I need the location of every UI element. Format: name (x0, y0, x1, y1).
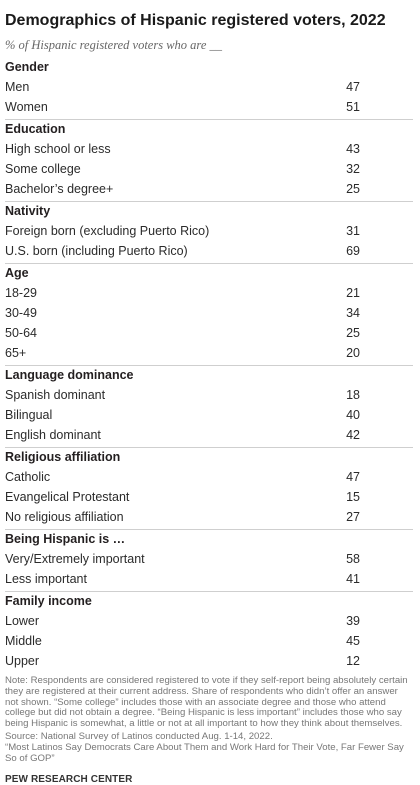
table-row: Bilingual 40 (5, 405, 413, 425)
section-heading: Language dominance (5, 368, 134, 382)
row-value: 25 (346, 326, 360, 340)
row-label: Lower (5, 614, 40, 628)
section-divider (5, 447, 413, 448)
row-value: 47 (346, 80, 360, 94)
row-label: Less important (5, 572, 87, 586)
row-label: Women (5, 100, 48, 114)
row-label: Very/Extremely important (5, 552, 145, 566)
row-label: Evangelical Protestant (5, 490, 130, 504)
row-value: 15 (346, 490, 360, 504)
row-value: 32 (346, 162, 360, 176)
table-row: Upper 12 (5, 651, 413, 671)
table-row: U.S. born (including Puerto Rico) 69 (5, 241, 413, 261)
row-label: Bachelor’s degree+ (5, 182, 114, 196)
row-label: Bilingual (5, 408, 53, 422)
section-divider (5, 365, 413, 366)
row-label: 30-49 (5, 306, 37, 320)
row-value: 51 (346, 100, 360, 114)
demographics-table: Gender Men 47 Women 51 Education High school o… (5, 58, 413, 671)
row-value: 43 (346, 142, 360, 156)
row-value: 47 (346, 470, 360, 484)
table-row: 18-29 21 (5, 283, 413, 303)
note-text: Note: Respondents are considered registe… (5, 675, 408, 730)
row-label: Foreign born (excluding Puerto Rico) (5, 224, 210, 238)
section-nativity: Nativity Foreign born (excluding Puerto R… (5, 201, 413, 261)
row-label: 65+ (5, 346, 27, 360)
table-row: Catholic 47 (5, 467, 413, 487)
table-row: Some college 32 (5, 159, 413, 179)
row-value: 58 (346, 552, 360, 566)
section-heading: Religious affiliation (5, 450, 121, 464)
row-value: 42 (346, 428, 360, 442)
row-label: Middle (5, 634, 42, 648)
row-value: 27 (346, 510, 360, 524)
row-value: 41 (346, 572, 360, 586)
section-education: Education High school or less 43 Some colle… (5, 119, 413, 199)
section-divider (5, 529, 413, 530)
section-heading: Family income (5, 594, 92, 608)
row-label: U.S. born (including Puerto Rico) (5, 244, 188, 258)
section-language-dominance: Language dominance Spanish dominant 18 Bili… (5, 365, 413, 445)
table-row: Evangelical Protestant 15 (5, 487, 413, 507)
source-text: Source: National Survey of Latinos condu… (5, 730, 273, 742)
table-row: No religious affiliation 27 (5, 507, 413, 527)
section-heading: Age (5, 266, 29, 280)
row-label: 50-64 (5, 326, 37, 340)
section-divider (5, 591, 413, 592)
notes: Note: Respondents are considered registe… (5, 675, 409, 764)
row-value: 34 (346, 306, 360, 320)
section-divider (5, 263, 413, 264)
row-label: Catholic (5, 470, 51, 484)
row-label: English dominant (5, 428, 101, 442)
row-label: Some college (5, 162, 81, 176)
table-row: Very/Extremely important 58 (5, 549, 413, 569)
section-heading: Being Hispanic is … (5, 532, 126, 546)
section-religious-affiliation: Religious affiliation Catholic 47 Evangelic… (5, 447, 413, 527)
section-divider (5, 119, 413, 120)
table-row: Bachelor’s degree+ 25 (5, 179, 413, 199)
table-row: 50-64 25 (5, 323, 413, 343)
section-divider (5, 201, 413, 202)
table-row: Men 47 (5, 77, 413, 97)
section-heading: Nativity (5, 204, 51, 218)
row-label: 18-29 (5, 286, 37, 300)
row-value: 39 (346, 614, 360, 628)
table-row: 30-49 34 (5, 303, 413, 323)
table-row: Foreign born (excluding Puerto Rico) 31 (5, 221, 413, 241)
table-row: 65+ 20 (5, 343, 413, 363)
section-heading: Gender (5, 60, 49, 74)
section-being-hispanic-is: Being Hispanic is … Very/Extremely import… (5, 529, 413, 589)
row-label: High school or less (5, 142, 111, 156)
row-value: 31 (346, 224, 360, 238)
table-row: Less important 41 (5, 569, 413, 589)
section-age: Age 18-29 21 30-49 34 50-64 25 65+ 20 (5, 263, 413, 363)
table-row: High school or less 43 (5, 139, 413, 159)
figure-subtitle: % of Hispanic registered voters who are … (5, 38, 222, 52)
row-label: Men (5, 80, 30, 94)
row-value: 40 (346, 408, 360, 422)
section-family-income: Family income Lower 39 Middle 45 Upper 12 (5, 591, 413, 671)
table-row: Spanish dominant 18 (5, 385, 413, 405)
section-heading: Education (5, 122, 66, 136)
figure-title: Demographics of Hispanic registered vote… (5, 12, 386, 29)
row-value: 45 (346, 634, 360, 648)
report-title: “Most Latinos Say Democrats Care About T… (5, 741, 404, 764)
table-row: Middle 45 (5, 631, 413, 651)
table-row: Lower 39 (5, 611, 413, 631)
row-value: 69 (346, 244, 360, 258)
row-value: 25 (346, 182, 360, 196)
row-value: 21 (346, 286, 360, 300)
row-value: 12 (346, 654, 360, 668)
row-label: Upper (5, 654, 40, 668)
section-gender: Gender Men 47 Women 51 (5, 58, 413, 117)
row-label: Spanish dominant (5, 388, 106, 402)
row-label: No religious affiliation (5, 510, 124, 524)
table-row: English dominant 42 (5, 425, 413, 445)
table-row: Women 51 (5, 97, 413, 117)
row-value: 18 (346, 388, 360, 402)
row-value: 20 (346, 346, 360, 360)
footer-brand: PEW RESEARCH CENTER (5, 774, 133, 785)
